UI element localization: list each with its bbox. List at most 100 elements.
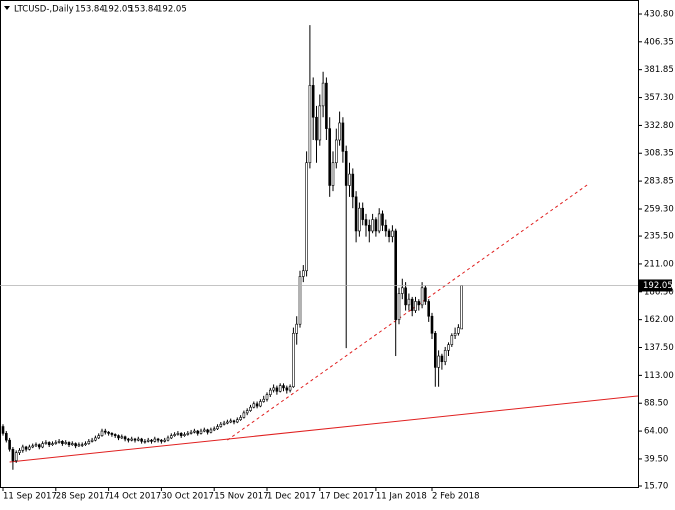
candle-body (153, 438, 157, 442)
candle-body (328, 128, 332, 186)
price-label: 192.05 (643, 281, 673, 291)
candle-body (354, 196, 358, 232)
plot-frame (0, 0, 639, 488)
candle-body (232, 420, 236, 423)
candle-body (189, 431, 193, 434)
candle-body (371, 219, 374, 232)
candle-body (199, 430, 203, 434)
candle-body (203, 429, 206, 432)
candle-body (460, 285, 464, 330)
candle-body (288, 386, 292, 391)
candle-body (24, 446, 28, 450)
y-tick-label: 332.80 (644, 121, 674, 131)
candle-body (381, 213, 384, 226)
candle-body (196, 430, 199, 434)
candle-body (387, 230, 391, 237)
candle-body (361, 207, 365, 220)
candle-body (34, 444, 38, 447)
candle-body (433, 332, 437, 368)
trend-line (227, 184, 588, 441)
x-tick-label: 11 Sep 2017 (3, 492, 57, 502)
candle-body (236, 419, 239, 423)
y-tick-label: 64.00 (644, 427, 668, 437)
x-tick-label: 2 Feb 2018 (432, 492, 480, 502)
candle-body (282, 385, 285, 389)
x-tick-label: 17 Dec 2017 (320, 492, 374, 502)
candle-body (318, 105, 322, 141)
candle-body (331, 162, 335, 186)
candle-body (212, 428, 216, 431)
candle-body (216, 426, 219, 430)
candle-body (21, 446, 25, 451)
trend-line (9, 395, 638, 463)
candle-body (450, 335, 454, 345)
y-tick-label: 113.00 (644, 371, 674, 381)
y-tick-label: 88.50 (644, 399, 668, 409)
candle-body (123, 436, 127, 440)
candle-body (127, 438, 130, 441)
y-tick-label: 137.50 (644, 343, 674, 353)
candle-body (358, 207, 361, 232)
candle-body (377, 213, 381, 232)
candle-body (11, 448, 15, 461)
candle-body (173, 434, 176, 436)
candle-body (252, 403, 256, 408)
candle-body (364, 219, 368, 226)
candle-body (166, 437, 170, 441)
candle-body (295, 323, 299, 334)
candle-body (334, 139, 338, 164)
candle-body (110, 433, 114, 435)
candle-body (285, 387, 289, 391)
candle-body (130, 438, 133, 441)
candle-body (113, 434, 117, 436)
candle-body (226, 421, 229, 424)
candle-body (133, 438, 137, 441)
candle-body (311, 85, 315, 118)
candle-body (321, 82, 325, 107)
candle-body (341, 122, 345, 152)
candle-body (344, 151, 348, 186)
candle-body (160, 439, 163, 442)
header-icon (4, 6, 10, 10)
candle-body (278, 385, 282, 392)
candle-body (242, 412, 246, 418)
candle-body (140, 438, 143, 442)
y-tick-label: 211.00 (644, 259, 674, 269)
candle-body (272, 387, 275, 391)
candle-body (384, 224, 388, 232)
candle-body (31, 445, 35, 448)
candle-body (209, 429, 213, 433)
candle-body (170, 435, 173, 439)
candle-body (427, 301, 431, 317)
candle-body (146, 439, 150, 442)
y-tick-label: 162.00 (644, 315, 674, 325)
candle-body (351, 173, 355, 198)
candle-body (104, 430, 107, 433)
candle-body (424, 287, 427, 302)
candle-body (301, 270, 305, 277)
candle-body (150, 439, 153, 442)
price-label-box (639, 279, 672, 292)
candle-body (90, 439, 94, 442)
y-tick-label: 381.85 (644, 65, 674, 75)
candle-body (222, 422, 226, 425)
candle-body (447, 344, 450, 351)
candle-body (245, 410, 249, 414)
header-ohlc: 153.84 (75, 5, 105, 15)
candle-body (410, 298, 414, 311)
chart-title: LTCUSD-,Daily (14, 5, 74, 15)
y-tick-label: 357.30 (644, 93, 674, 103)
candle-body (305, 162, 308, 272)
candle-body (5, 433, 8, 441)
candle-body (259, 401, 262, 407)
candle-body (18, 450, 21, 453)
candle-body (120, 436, 124, 439)
candle-body (74, 443, 77, 447)
candle-body (51, 443, 54, 446)
candle-body (57, 441, 61, 443)
candle-body (440, 355, 444, 363)
candle-body (397, 293, 401, 320)
candle-body (394, 230, 398, 320)
candle-body (84, 443, 87, 446)
candle-body (420, 287, 424, 306)
